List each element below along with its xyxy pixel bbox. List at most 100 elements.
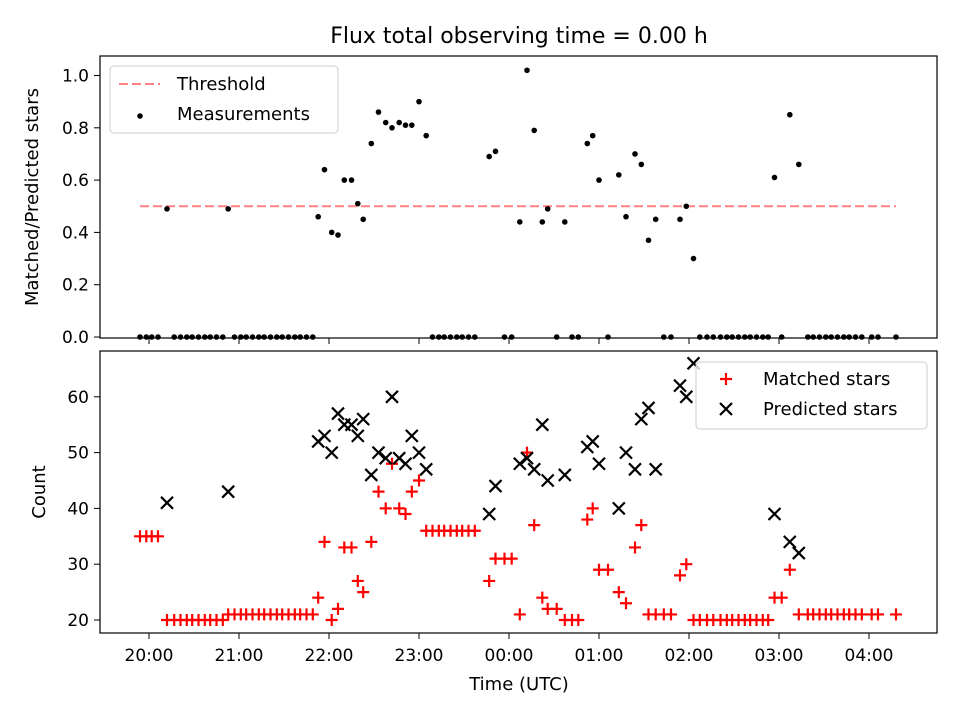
matched-star-point	[572, 614, 585, 626]
measurement-point	[441, 334, 448, 340]
predicted-star-point	[419, 462, 433, 477]
measurement-point	[454, 334, 460, 340]
matched-star-point	[332, 602, 344, 615]
predicted-star-point	[767, 507, 782, 521]
measurement-point	[810, 334, 816, 340]
measurement-point	[569, 334, 575, 340]
x-tick-label: 00:00	[485, 646, 534, 666]
matched-star-point	[521, 446, 533, 459]
matched-star-point	[513, 608, 526, 621]
measurement-point	[841, 334, 847, 340]
matched-star-point	[629, 541, 641, 554]
predicted-star-point	[679, 390, 694, 404]
count-y-axis-label: Count	[29, 465, 50, 518]
measurement-point	[690, 255, 697, 262]
predicted-star-point	[783, 535, 797, 549]
measurement-point	[195, 334, 202, 340]
ratio-y-tick-label: 0.0	[62, 328, 89, 348]
matched-star-point	[536, 591, 549, 604]
predicted-star-point	[331, 406, 345, 421]
count-panel: 20 30 40 50 60 20:00 21:00 22:00 23:00 00:00 01:00…	[29, 350, 938, 695]
measurement-point	[539, 219, 546, 225]
matched-star-point	[325, 614, 338, 626]
measurement-point	[220, 334, 226, 340]
ratio-y-tick-label: 0.2	[62, 276, 89, 296]
measurement-point	[184, 334, 190, 340]
measurement-point	[143, 334, 150, 340]
measurement-point	[492, 148, 499, 155]
predicted-star-point	[634, 412, 649, 426]
measurement-point	[632, 151, 638, 157]
measurement-point	[155, 334, 161, 340]
measurement-point	[360, 216, 367, 223]
measurement-point	[553, 334, 560, 340]
matched-star-point	[550, 602, 563, 615]
ratio-y-tick-label: 0.8	[62, 119, 89, 139]
measurement-point	[292, 334, 298, 340]
predicted-star-point	[385, 390, 399, 404]
x-tick-label: 20:00	[125, 646, 174, 666]
measurement-point	[584, 140, 591, 147]
matched-star-point	[306, 608, 319, 621]
measurement-point	[321, 166, 328, 173]
count-y-tick-label: 40	[67, 499, 89, 519]
measurement-point	[544, 206, 551, 212]
measurement-point	[704, 334, 710, 340]
matched-star-point	[318, 535, 331, 548]
measurement-point	[137, 334, 143, 340]
predicted-star-point	[558, 468, 572, 482]
measurement-point	[459, 334, 466, 340]
measurements-legend-swatch	[137, 113, 143, 119]
measurement-point	[562, 219, 568, 225]
measurement-point	[429, 334, 436, 340]
matched-star-point	[586, 502, 599, 515]
predicted-star-point	[351, 429, 365, 443]
matched-star-point	[351, 574, 364, 587]
predicted-star-point	[344, 417, 359, 432]
measurement-point	[616, 172, 622, 178]
measurement-point	[189, 334, 195, 340]
measurement-point	[279, 334, 286, 340]
measurement-point	[742, 334, 748, 340]
predicted-star-point	[488, 479, 503, 493]
measurement-point	[893, 334, 899, 340]
measurement-point	[729, 334, 735, 340]
predicted-star-point	[641, 401, 656, 415]
measurement-point	[402, 122, 409, 128]
matched-star-point	[505, 552, 518, 565]
measurement-point	[238, 334, 244, 340]
predicted-star-point	[371, 445, 386, 460]
matched-star-point	[405, 485, 418, 498]
measurement-point	[447, 334, 454, 340]
measurement-point	[261, 334, 268, 340]
measurement-point	[486, 153, 493, 160]
x-tick-label: 02:00	[665, 646, 714, 666]
measurement-point	[747, 334, 753, 340]
measurement-point	[508, 334, 515, 340]
measurements-legend-label: Measurements	[177, 104, 310, 125]
count-legend-box	[695, 361, 928, 430]
measurement-point	[787, 111, 793, 118]
measurement-point	[575, 334, 582, 340]
count-legend: Matched stars Predicted stars	[695, 361, 928, 430]
matched-star-point	[357, 586, 370, 599]
measurement-point	[164, 206, 170, 212]
matched-star-point	[620, 597, 632, 610]
count-y-tick-label: 60	[67, 388, 89, 408]
x-tick-label: 22:00	[305, 646, 354, 666]
measurement-point	[310, 334, 316, 340]
measurement-point	[724, 334, 730, 340]
matched-star-point	[665, 608, 677, 621]
measurement-point	[303, 334, 310, 340]
predicted-star-point	[648, 462, 663, 477]
predicted-star-point	[513, 456, 527, 471]
x-axis-label: Time (UTC)	[468, 674, 569, 695]
matched-star-point	[775, 591, 788, 604]
measurement-point	[225, 206, 231, 212]
measurement-point	[213, 334, 220, 340]
matched-star-point	[216, 614, 229, 626]
matched-star-point	[365, 535, 378, 548]
measurement-point	[765, 334, 771, 340]
predicted-star-point	[221, 484, 235, 499]
matched-star-point	[468, 524, 481, 537]
